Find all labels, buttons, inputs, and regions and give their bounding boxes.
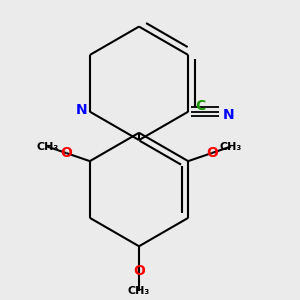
Text: N: N (76, 103, 88, 117)
Text: O: O (206, 146, 218, 160)
Text: CH₃: CH₃ (36, 142, 58, 152)
Text: N: N (223, 108, 234, 122)
Text: C: C (195, 99, 206, 113)
Text: O: O (133, 264, 145, 278)
Text: CH₃: CH₃ (128, 286, 150, 296)
Text: O: O (60, 146, 72, 160)
Text: CH₃: CH₃ (220, 142, 242, 152)
